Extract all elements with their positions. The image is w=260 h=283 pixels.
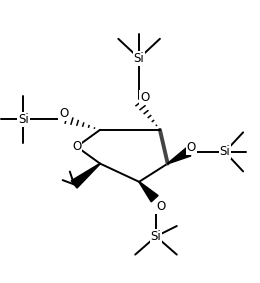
Text: O: O — [140, 91, 150, 104]
Text: O: O — [72, 140, 81, 153]
Polygon shape — [168, 148, 191, 164]
Text: O: O — [156, 200, 165, 213]
Text: Si: Si — [18, 113, 29, 126]
Text: Si: Si — [134, 52, 145, 65]
Text: O: O — [186, 141, 196, 154]
Polygon shape — [139, 182, 158, 202]
Text: Si: Si — [219, 145, 230, 158]
Text: O: O — [59, 107, 68, 120]
Text: Si: Si — [151, 230, 161, 243]
Polygon shape — [71, 163, 100, 188]
